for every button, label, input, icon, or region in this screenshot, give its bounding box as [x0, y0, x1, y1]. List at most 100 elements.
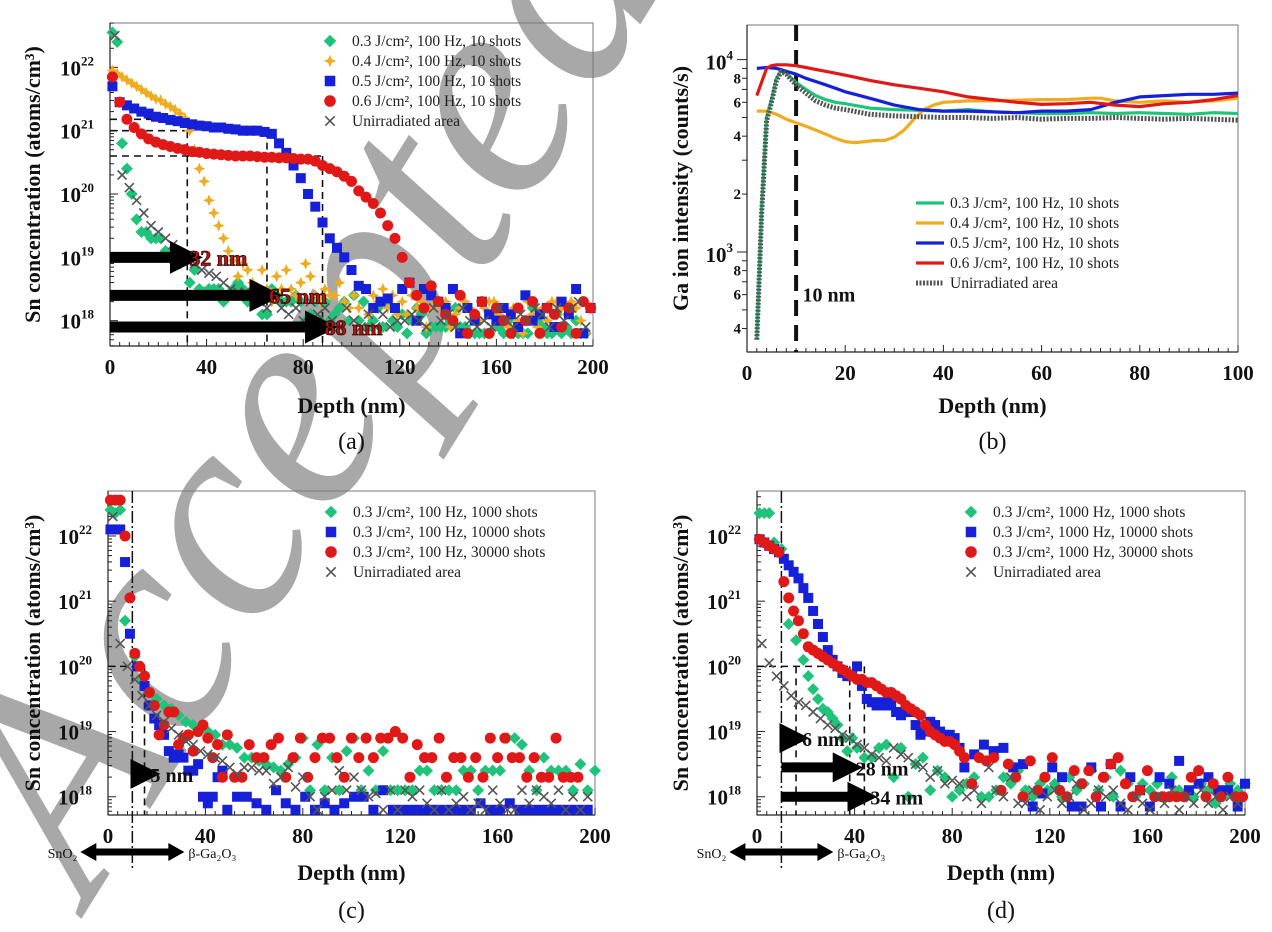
depth-label: 65 nm [269, 283, 327, 308]
data-point-circle [477, 771, 489, 783]
data-point-square [201, 121, 212, 132]
data-point-square [1027, 801, 1038, 812]
panel-d: 0 40 80 120 160 200 1018 1019 1020 1021 1022 Depth … [668, 490, 1261, 924]
data-point-star [444, 321, 457, 333]
data-point-diamond [367, 314, 380, 327]
x-tick-label: 120 [384, 355, 416, 379]
data-point-square [411, 315, 422, 326]
data-point-diamond [537, 751, 550, 764]
data-point-star [347, 289, 360, 302]
data-point-cross [443, 309, 454, 320]
data-point-circle [1134, 784, 1146, 796]
x-tick-label: 0 [752, 824, 763, 848]
y-axis-title: Sn concentration (atoms/cm³) [668, 515, 693, 792]
data-point-cross [167, 239, 178, 250]
data-point-cross [486, 321, 497, 333]
data-point-star [454, 302, 467, 314]
data-point-square [339, 798, 350, 809]
data-point-cross [392, 315, 403, 326]
data-point-star [401, 308, 414, 321]
data-point-cross [312, 804, 323, 815]
data-point-circle [514, 752, 526, 764]
data-point-square [504, 798, 515, 809]
depth-label: 28 nm [856, 758, 909, 780]
panel-label: (b) [979, 429, 1007, 455]
data-point-circle [483, 327, 495, 339]
data-point-diamond [865, 751, 878, 764]
data-point-square [197, 791, 208, 802]
data-point-square [803, 592, 814, 603]
data-point-cross [546, 798, 557, 809]
data-point-star [555, 302, 568, 314]
data-point-circle [476, 296, 488, 308]
data-point-square [856, 680, 867, 691]
data-point-square [375, 296, 386, 307]
data-point-cross [137, 690, 148, 701]
data-point-star [111, 67, 124, 80]
data-point-cross [370, 788, 381, 799]
data-point-square [207, 791, 218, 802]
data-point-square [368, 303, 379, 313]
material-label-sno2: SnO₂ [48, 847, 78, 862]
data-point-star [570, 302, 583, 314]
x-axis-title: Depth (nm) [938, 393, 1046, 418]
data-point-cross [1049, 785, 1060, 796]
data-point-star [565, 295, 578, 308]
data-point-star [135, 83, 148, 96]
data-point-cross [553, 785, 564, 796]
data-point-cross [1159, 798, 1170, 809]
data-point-circle [521, 771, 533, 783]
data-point-cross [895, 749, 907, 760]
data-point-circle [528, 752, 540, 764]
data-point-cross [1086, 798, 1097, 809]
legend-item: 0.3 J/cm², 100 Hz, 10000 shots [325, 524, 545, 541]
data-point-square [251, 798, 262, 809]
data-point-diamond [494, 764, 507, 777]
data-point-square [969, 749, 980, 760]
legend-label: 0.4 J/cm², 100 Hz, 10 shots [950, 215, 1119, 232]
x-tick-label: 200 [1229, 824, 1261, 848]
data-point-circle [783, 592, 795, 604]
data-point-square [1008, 762, 1019, 773]
data-point-cross [851, 739, 863, 750]
data-point-star [149, 93, 162, 105]
data-point-square [446, 804, 457, 815]
data-point-circle [1200, 791, 1212, 803]
data-point-square [1232, 801, 1243, 812]
data-point-circle [121, 113, 133, 125]
x-tick-label: 40 [196, 355, 217, 379]
material-arrow-right-head [168, 843, 185, 861]
data-point-circle [773, 546, 785, 558]
y-tick-label: 1020 [707, 652, 741, 679]
data-point-cross [305, 791, 316, 802]
data-point-diamond [343, 314, 356, 327]
data-point-star [169, 103, 182, 116]
data-point-square [1047, 762, 1058, 773]
data-point-square [813, 618, 823, 629]
data-point-star [376, 283, 389, 295]
depth-label: 32 nm [189, 245, 247, 270]
data-point-diamond [114, 503, 127, 516]
material-arrow-left-head [80, 843, 97, 861]
data-point-star [207, 207, 220, 219]
data-point-square [910, 720, 921, 731]
series-4 [106, 71, 597, 339]
data-point-star [309, 289, 322, 302]
data-point-cross [1071, 778, 1082, 789]
data-point-circle [1061, 791, 1073, 803]
data-point-square [115, 524, 126, 535]
x-tick-label: 0 [103, 824, 114, 848]
data-point-circle [287, 752, 299, 764]
data-point-diamond [486, 764, 499, 777]
data-point-square [120, 557, 131, 568]
data-point-star [352, 302, 365, 314]
series-3 [753, 533, 1249, 803]
data-point-circle [788, 605, 800, 617]
data-point-cross [261, 765, 272, 776]
y-tick-label: 1022 [707, 522, 741, 549]
data-point-circle [382, 732, 394, 744]
data-point-square [543, 804, 554, 815]
data-point-square [563, 309, 574, 320]
data-point-square [484, 309, 495, 320]
data-point-star [502, 321, 515, 333]
